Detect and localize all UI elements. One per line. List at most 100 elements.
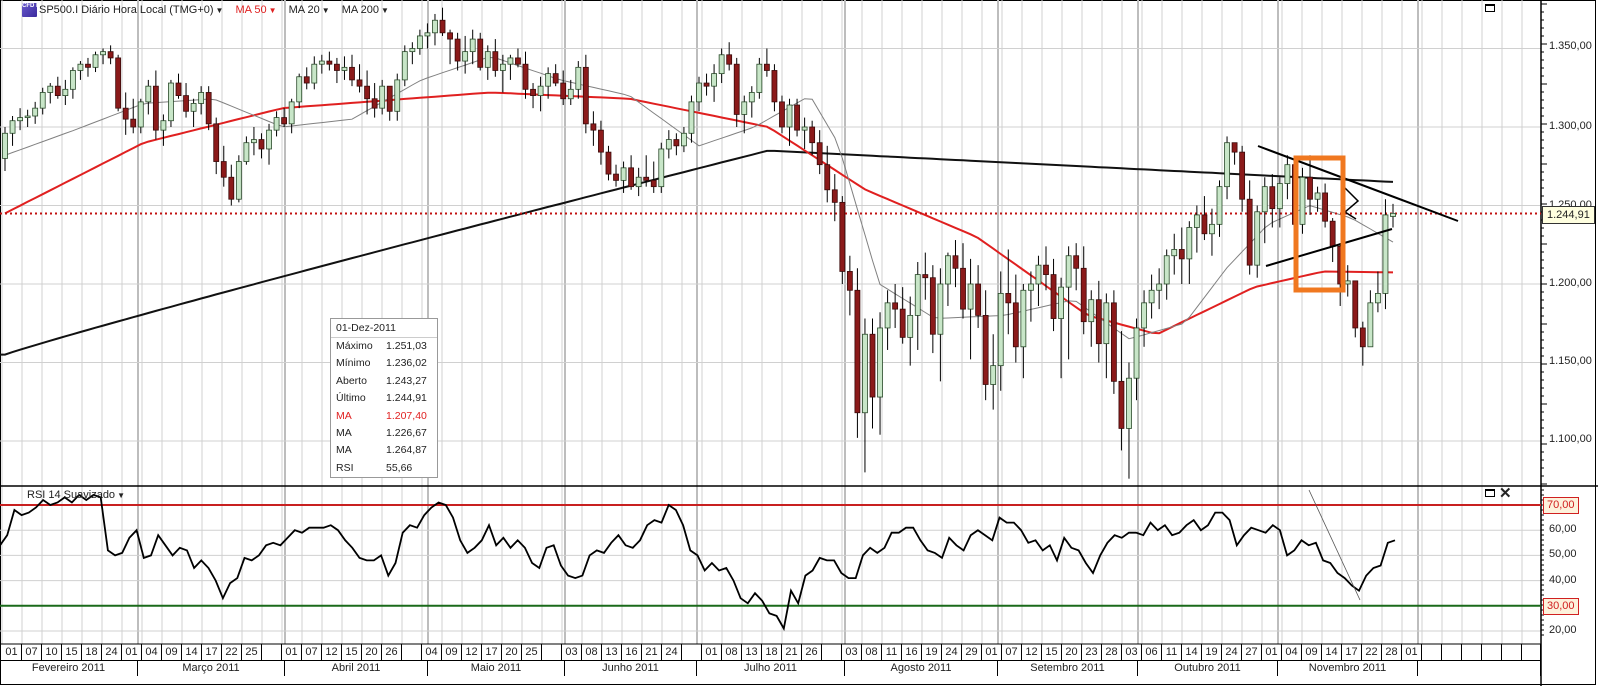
date-tick-label: 14 xyxy=(182,644,202,660)
candle-body xyxy=(816,142,823,166)
date-tick-label: 11 xyxy=(882,644,902,660)
candle-body xyxy=(643,176,650,181)
data-window-row: MA 1.207,40 xyxy=(331,408,437,425)
ma20-selector[interactable]: MA 20 ▼ xyxy=(289,4,330,16)
candle-body xyxy=(296,76,303,103)
data-window-row: RSI 55,66 xyxy=(331,460,437,477)
candle-body xyxy=(846,271,853,291)
month-label: Março 2011 xyxy=(138,661,285,676)
candle-body xyxy=(1299,176,1306,225)
candle-body xyxy=(1322,192,1329,222)
candle-body xyxy=(877,327,883,398)
rsi-tick-label: 50,00 xyxy=(1549,548,1577,560)
ma200-line xyxy=(0,149,1394,356)
candle-body xyxy=(779,101,785,128)
data-window-value: 1.236,02 xyxy=(386,357,427,370)
date-tick-label: 20 xyxy=(502,644,522,660)
candle-body xyxy=(341,66,348,71)
date-tick-label: 07 xyxy=(302,644,322,660)
date-tick-label: 15 xyxy=(1042,644,1062,660)
ma50-selector[interactable]: MA 50 ▼ xyxy=(235,4,276,16)
candle-body xyxy=(273,117,280,131)
data-window-value: 1.207,40 xyxy=(386,409,427,422)
candle-body xyxy=(1141,302,1147,329)
candle-body xyxy=(349,66,355,81)
candle-body xyxy=(1193,214,1200,228)
candle-body xyxy=(1390,212,1396,217)
candle-body xyxy=(937,283,944,335)
data-window-key: Máximo xyxy=(336,340,373,352)
candle-body xyxy=(243,142,250,162)
candle-body xyxy=(1269,186,1276,210)
candle-body xyxy=(1261,186,1268,213)
date-tick-label: 04 xyxy=(142,644,162,660)
candle-body xyxy=(1043,264,1049,275)
candle-body xyxy=(982,314,989,385)
candle-body xyxy=(183,95,189,112)
candle-body xyxy=(1307,176,1313,200)
date-tick-label: 08 xyxy=(722,644,742,660)
ma200-label: MA 200 xyxy=(341,4,379,16)
candle-body xyxy=(92,54,99,68)
candle-body xyxy=(1314,192,1321,200)
date-tick-label: 09 xyxy=(162,644,182,660)
candle-body xyxy=(1171,249,1178,257)
candle-body xyxy=(39,92,46,109)
month-label: Agosto 2011 xyxy=(845,661,998,676)
candle-body xyxy=(477,38,484,68)
candle-body xyxy=(364,85,370,100)
candle-body xyxy=(786,104,793,128)
date-tick-label: 19 xyxy=(922,644,942,660)
date-tick-label: 22 xyxy=(222,644,242,660)
candle-body xyxy=(899,308,906,338)
candle-body xyxy=(492,51,499,71)
close-rsi-panel-button[interactable]: ✕ xyxy=(1499,485,1512,502)
maximize-rsi-panel-button[interactable] xyxy=(1485,489,1495,497)
candle-body xyxy=(824,164,831,191)
candle-body xyxy=(756,63,763,93)
candle-body xyxy=(1126,377,1132,429)
candle-body xyxy=(748,92,755,103)
month-label: Outubro 2011 xyxy=(1138,661,1278,676)
candle-body xyxy=(318,60,325,65)
candle-body xyxy=(447,32,453,40)
price-tick-label: 1.100,00 xyxy=(1549,433,1592,445)
ma200-selector[interactable]: MA 200 ▼ xyxy=(342,4,389,16)
cfd-logo-icon: CFD i xyxy=(22,3,38,17)
candle-body xyxy=(1344,280,1351,285)
date-tick-label: 19 xyxy=(1202,644,1222,660)
rsi-tick-label: 60,00 xyxy=(1549,523,1577,535)
candle-body xyxy=(1239,151,1246,200)
candle-body xyxy=(1209,223,1215,235)
candle-body xyxy=(386,85,393,112)
data-window-key: MA xyxy=(336,444,352,457)
candle-body xyxy=(371,98,378,109)
chart-header: CFD i SP500.I Diário Hora Local (TMG+0) ▼… xyxy=(22,2,401,18)
candle-body xyxy=(839,201,846,272)
candle-body xyxy=(145,85,152,103)
caret-down-icon: ▼ xyxy=(117,491,125,500)
month-label: Junho 2011 xyxy=(565,661,697,676)
candle-body xyxy=(409,48,416,53)
candle-body xyxy=(967,283,974,310)
date-axis-days: 01 07 10 15 18 24 01 04 09 14 17 22 25 01 07 12 15 20 26 04… xyxy=(0,644,1541,660)
price-tick-label: 1.150,00 xyxy=(1549,355,1592,367)
date-tick-label: 14 xyxy=(1322,644,1342,660)
rsi-indicator-selector[interactable]: RSI 14 Suavizado ▼ xyxy=(27,489,125,501)
date-tick-label: 09 xyxy=(1302,644,1322,660)
date-tick-label: 28 xyxy=(1102,644,1122,660)
maximize-price-panel-button[interactable] xyxy=(1485,4,1495,12)
data-window-key: Último xyxy=(336,392,366,405)
data-window-row: Mínimo 1.236,02 xyxy=(331,355,437,372)
instrument-selector[interactable]: SP500.I Diário Hora Local (TMG+0) ▼ xyxy=(39,4,223,16)
rsi-oversold-label: 30,00 xyxy=(1543,598,1579,615)
date-tick-label: 17 xyxy=(1342,644,1362,660)
date-tick-label xyxy=(542,644,562,660)
candle-body xyxy=(160,120,167,131)
candle-body xyxy=(711,73,717,87)
candle-body xyxy=(190,103,197,112)
month-label xyxy=(1418,661,1541,676)
candle-body xyxy=(703,82,710,87)
candle-body xyxy=(1163,255,1170,285)
